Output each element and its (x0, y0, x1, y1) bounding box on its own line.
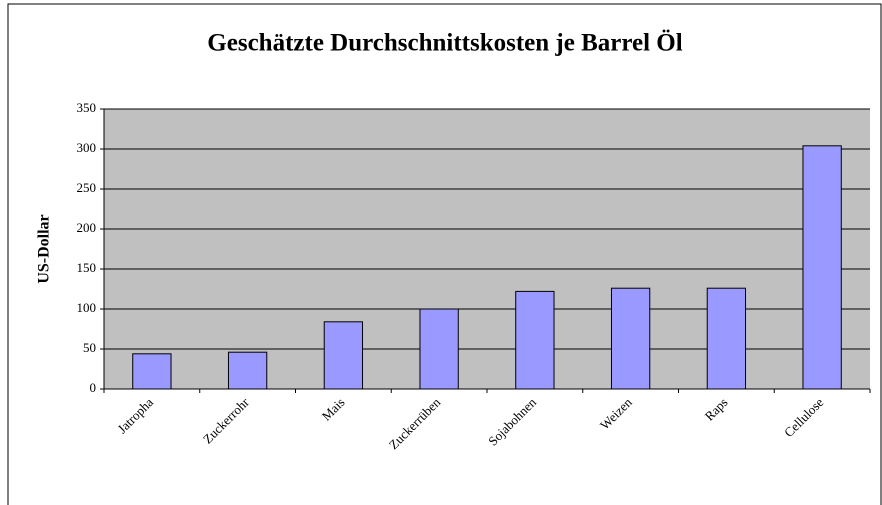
y-tick-label: 250 (77, 180, 97, 195)
x-tick-label: Zuckerrüben (386, 394, 444, 452)
bar (323, 321, 364, 390)
plot-area (104, 109, 870, 389)
bar (227, 351, 268, 390)
chart-title: Geschätzte Durchschnittskosten je Barrel… (207, 30, 682, 57)
y-tick-label: 50 (83, 340, 96, 355)
x-tick-label: Weizen (597, 394, 635, 432)
y-axis-label: US-Dollar (36, 214, 53, 283)
chart-frame (7, 3, 882, 505)
y-tick-label: 300 (77, 140, 97, 155)
x-tick-label: Jatropha (114, 394, 156, 436)
x-tick-label: Zuckerrohr (200, 394, 252, 446)
x-tick-label: Raps (702, 395, 731, 424)
bar (515, 290, 555, 390)
x-tick-label: Cellulose (781, 394, 826, 439)
y-tick-label: 100 (77, 300, 97, 315)
y-tick-label: 0 (90, 380, 97, 395)
y-tick-label: 350 (77, 100, 97, 115)
bar (132, 353, 172, 390)
bar (802, 145, 842, 390)
x-tick-label: Mais (319, 395, 348, 424)
bar (706, 287, 747, 390)
y-tick-label: 150 (77, 260, 97, 275)
bar (419, 308, 459, 390)
y-tick-label: 200 (77, 220, 97, 235)
x-tick-label: Sojabohnen (485, 394, 539, 448)
bar (610, 287, 651, 390)
